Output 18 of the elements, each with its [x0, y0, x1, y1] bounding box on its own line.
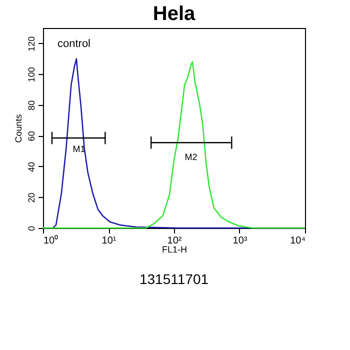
y-tick-label: 20: [26, 192, 36, 203]
y-tick-label: 100: [26, 67, 36, 82]
y-tick-label: 60: [26, 131, 36, 142]
x-tick-label: 10⁴: [290, 236, 306, 246]
x-tick-label: 10¹: [102, 236, 117, 246]
y-tick-label: 40: [26, 162, 36, 172]
annotation: M2: [184, 152, 198, 162]
y-tick-label: 80: [26, 100, 36, 110]
annotation: control: [57, 38, 91, 50]
x-tick-label: 10²: [167, 236, 182, 246]
x-tick-label: 10³: [232, 236, 248, 246]
chart-title: Hela: [152, 3, 196, 25]
x-axis-title: FL1-H: [162, 244, 188, 254]
y-axis-title: Counts: [14, 114, 24, 143]
y-tick-label: 0: [26, 226, 36, 232]
y-tick-label: 120: [26, 36, 36, 52]
text: 131511701: [139, 271, 209, 287]
x-tick-label: 10⁰: [44, 234, 59, 246]
